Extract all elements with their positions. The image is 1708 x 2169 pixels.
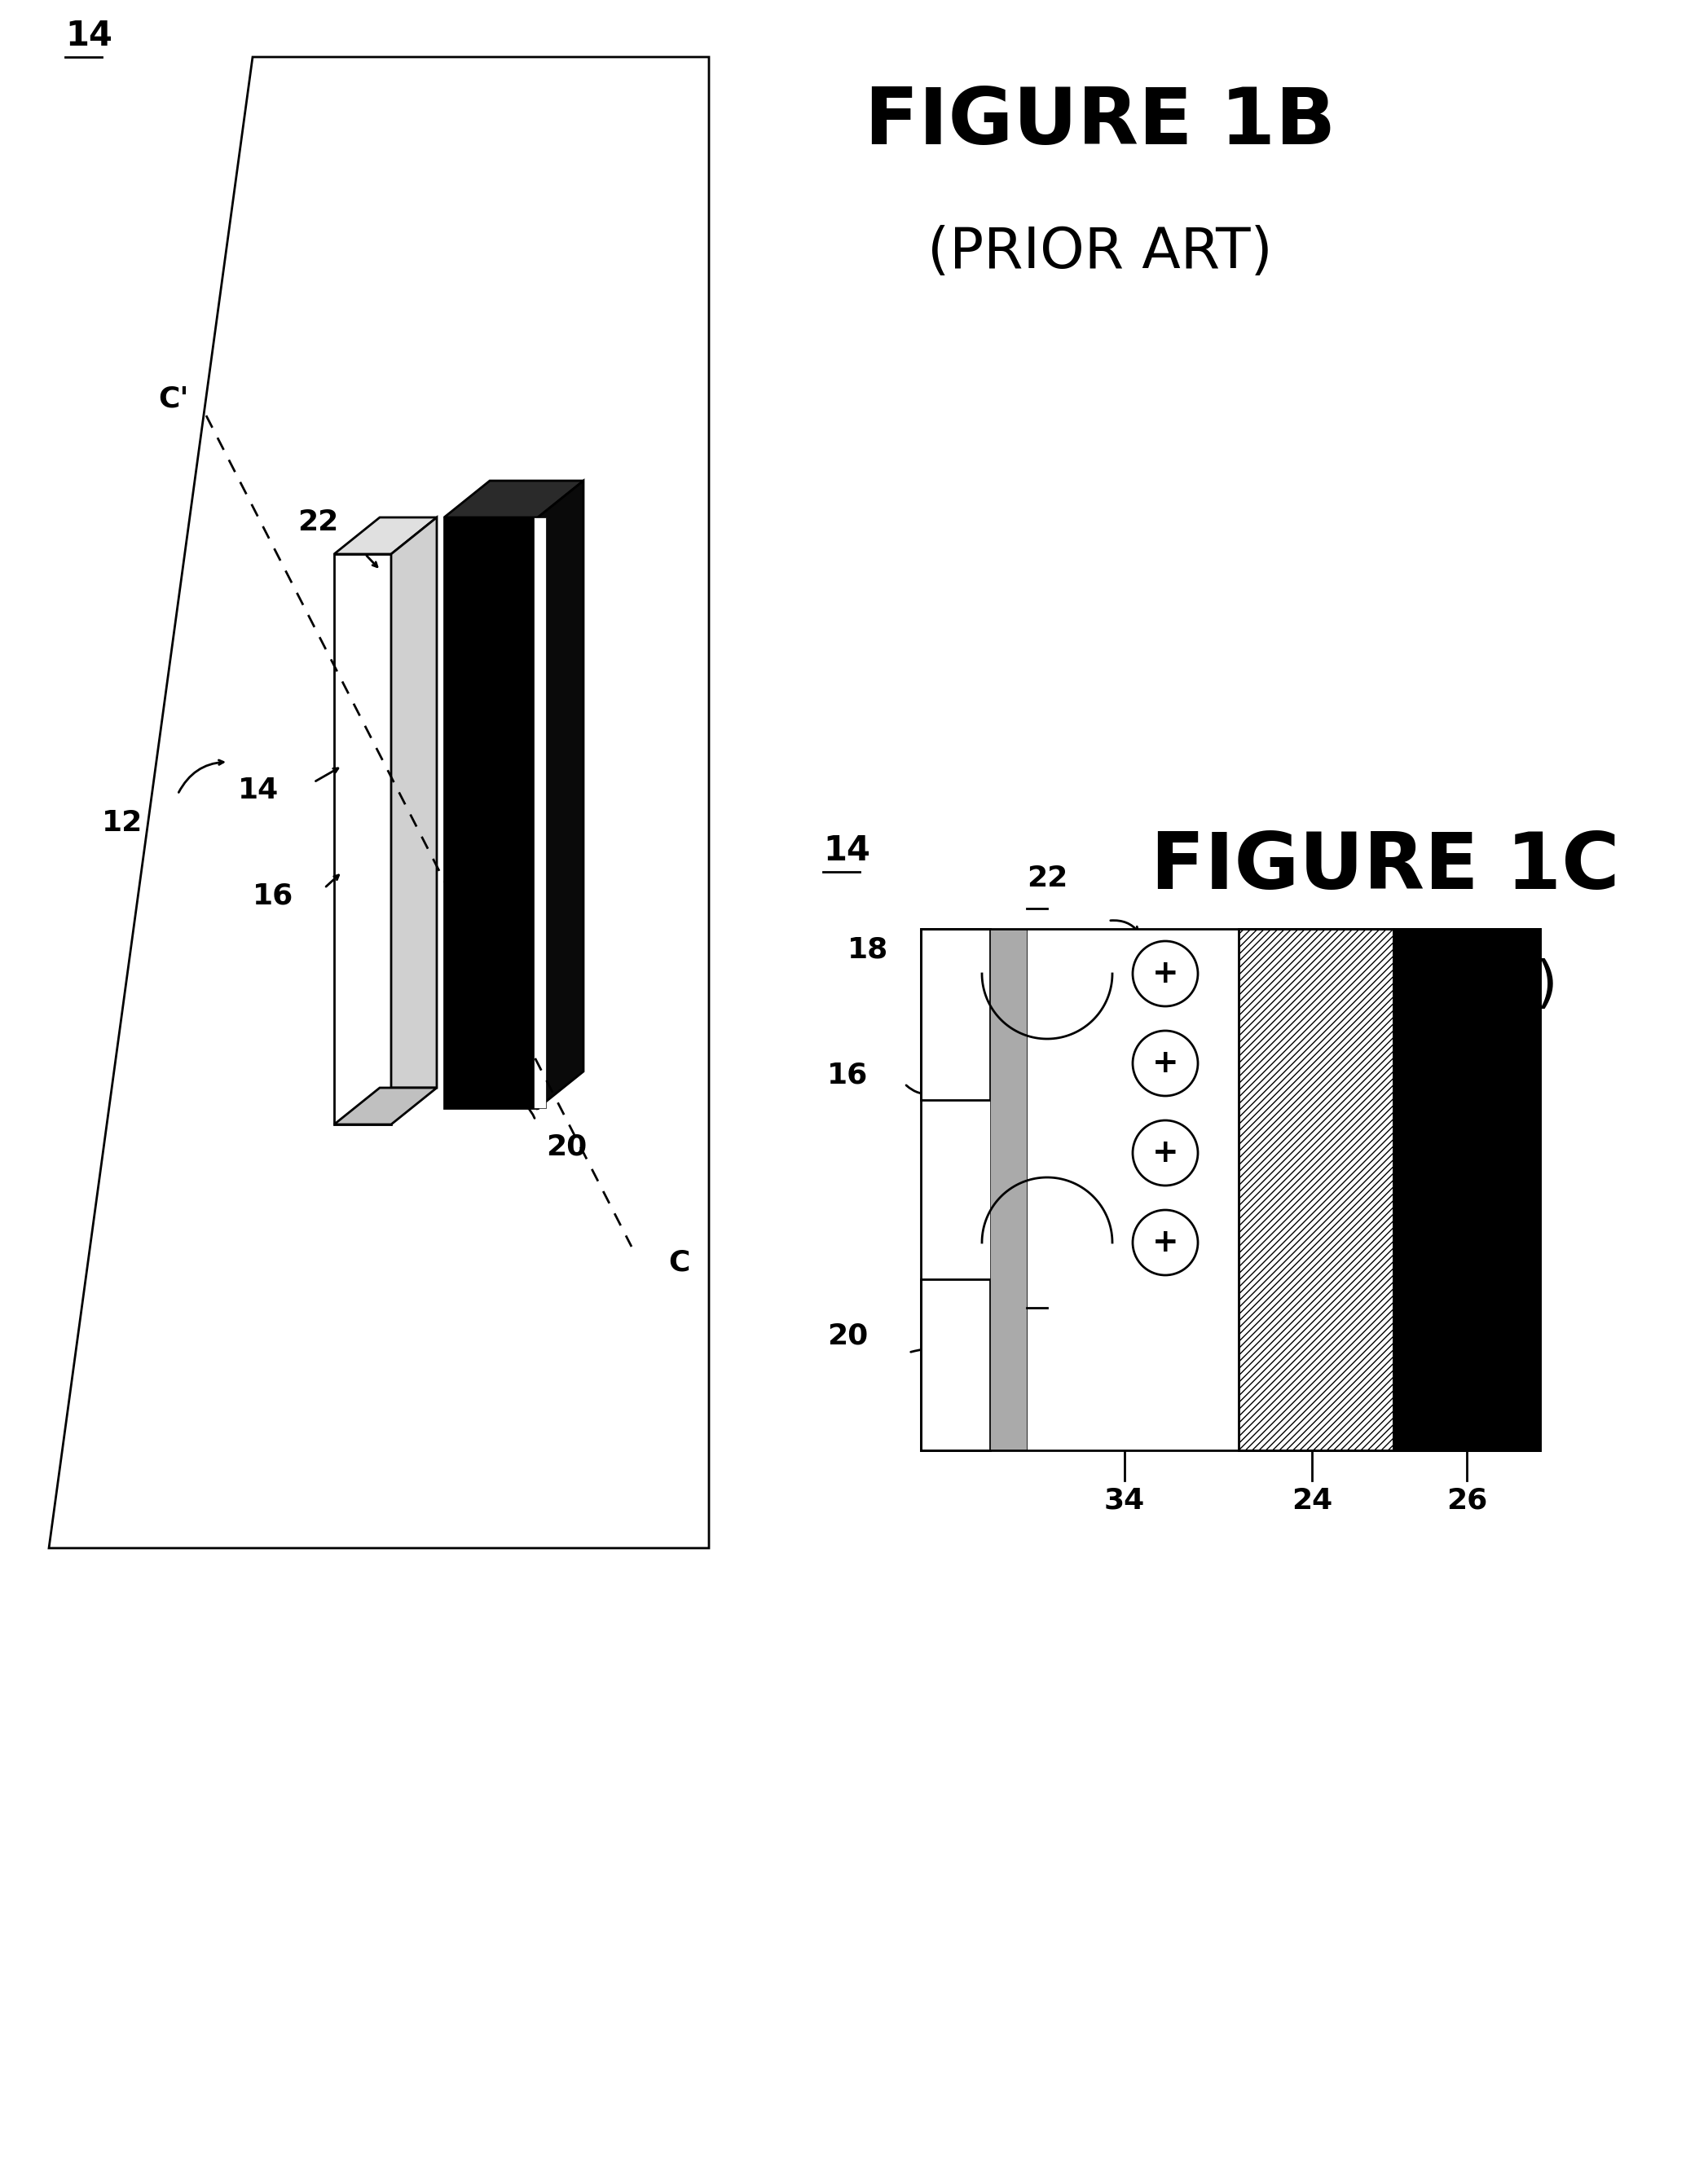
Text: C: C xyxy=(668,1249,690,1278)
Text: +: + xyxy=(1151,1228,1179,1258)
Text: C': C' xyxy=(159,386,190,412)
Text: 20: 20 xyxy=(827,1323,868,1349)
Text: 16: 16 xyxy=(827,1061,868,1089)
Text: 16: 16 xyxy=(253,883,294,911)
Text: 24: 24 xyxy=(1291,1488,1332,1514)
Text: 34: 34 xyxy=(1103,1488,1144,1514)
Bar xyxy=(1394,928,1541,1451)
Polygon shape xyxy=(335,1089,437,1124)
Bar xyxy=(991,928,1027,1451)
Bar xyxy=(1238,928,1394,1451)
Text: (PRIOR ART): (PRIOR ART) xyxy=(1213,959,1558,1013)
Text: 20: 20 xyxy=(547,1132,588,1160)
Polygon shape xyxy=(335,518,437,553)
Text: +: + xyxy=(1151,1048,1179,1078)
Bar xyxy=(1027,928,1238,1451)
Polygon shape xyxy=(335,553,391,1124)
Polygon shape xyxy=(444,482,584,518)
Polygon shape xyxy=(533,518,547,1108)
Text: 14: 14 xyxy=(65,20,113,52)
Bar xyxy=(921,928,991,1100)
Text: 14: 14 xyxy=(823,833,869,868)
Polygon shape xyxy=(391,518,437,1089)
Text: 18: 18 xyxy=(847,935,888,963)
Bar xyxy=(921,928,1541,1451)
Polygon shape xyxy=(444,518,538,1108)
Text: FIGURE 1B: FIGURE 1B xyxy=(864,85,1336,161)
Text: 22: 22 xyxy=(297,508,338,536)
Text: +: + xyxy=(1151,959,1179,989)
Text: +: + xyxy=(1151,1137,1179,1169)
Text: 12: 12 xyxy=(102,809,143,837)
Text: 26: 26 xyxy=(1447,1488,1488,1514)
Text: FIGURE 1C: FIGURE 1C xyxy=(1151,831,1619,907)
Polygon shape xyxy=(538,482,584,1108)
Text: (PRIOR ART): (PRIOR ART) xyxy=(927,226,1272,280)
Text: 14: 14 xyxy=(237,777,278,805)
Text: 22: 22 xyxy=(1027,865,1068,891)
Bar xyxy=(921,1280,991,1451)
